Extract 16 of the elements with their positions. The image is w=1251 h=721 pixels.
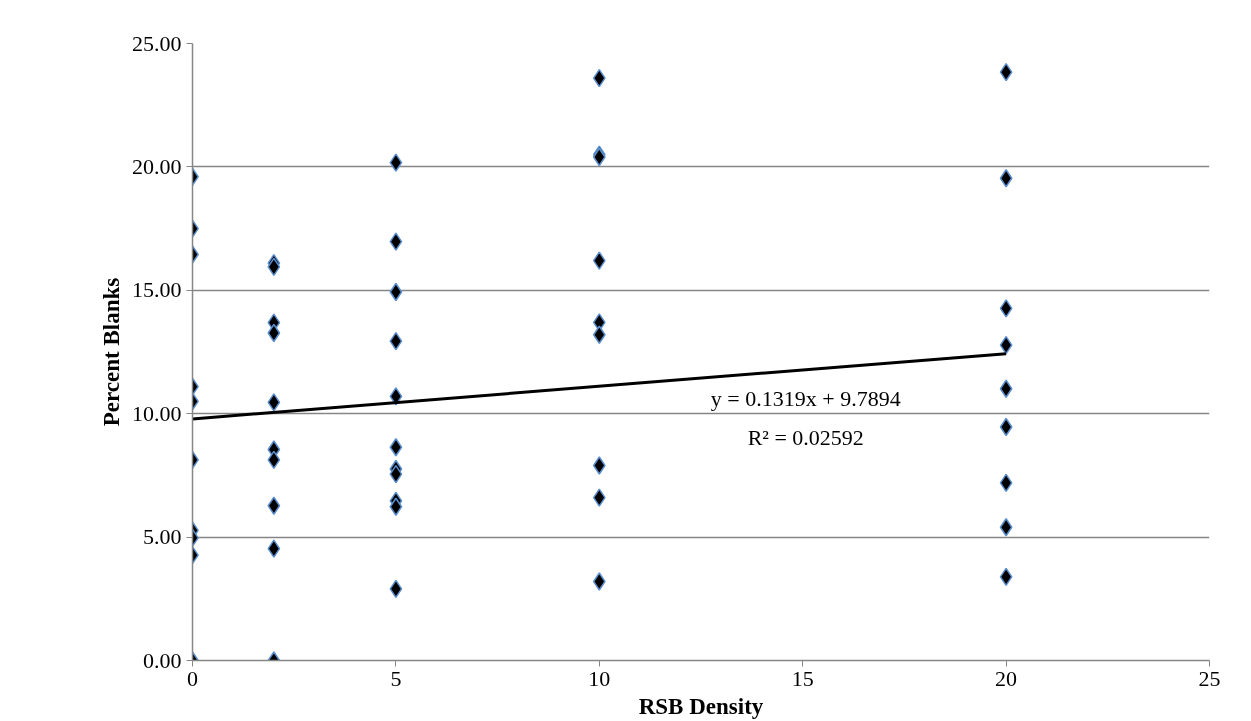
annotation: y = 0.1319x + 9.7894	[710, 386, 901, 412]
y-tick-label: 20.00	[132, 153, 182, 179]
y-tick-label: 10.00	[132, 400, 182, 426]
y-tick-label: 15.00	[132, 277, 182, 303]
x-tick-label: 5	[390, 665, 402, 691]
annotation: R² = 0.02592	[747, 424, 864, 450]
x-tick-label: 15	[791, 665, 814, 691]
y-tick-label: 0.00	[143, 647, 182, 673]
x-axis-title: RSB Density	[638, 693, 764, 719]
y-tick-label: 25.00	[132, 30, 182, 56]
y-tick-label: 5.00	[143, 524, 182, 550]
x-tick-label: 10	[588, 665, 611, 691]
y-axis-title: Percent Blanks	[99, 277, 124, 427]
x-tick-label: 25	[1198, 665, 1221, 691]
x-tick-label: 0	[187, 665, 198, 691]
x-tick-label: 20	[995, 665, 1018, 691]
